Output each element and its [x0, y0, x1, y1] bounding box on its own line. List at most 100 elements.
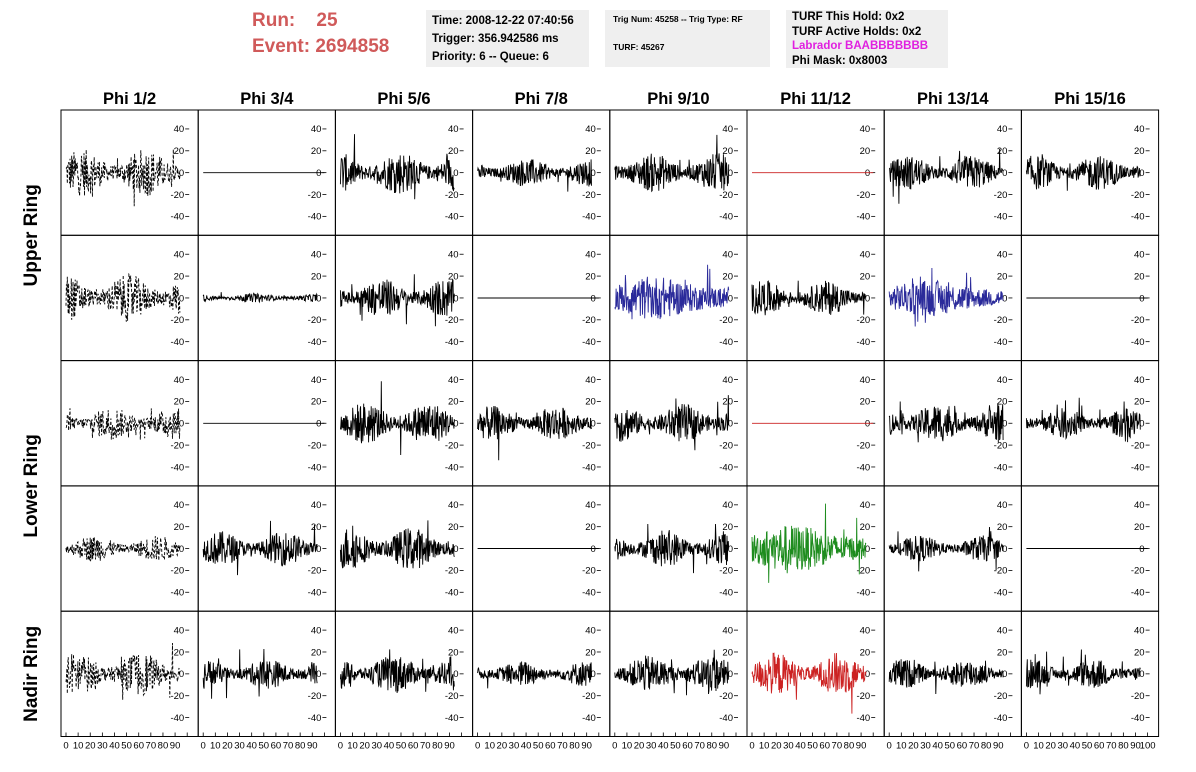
y-tick-label: 20 — [174, 522, 185, 533]
x-tick-label: 10 — [759, 741, 770, 752]
y-tick-label: 20 — [1134, 647, 1145, 658]
y-tick-label: 0 — [453, 293, 458, 304]
y-tick-label: 20 — [1134, 397, 1145, 408]
y-tick-label: -20 — [582, 566, 596, 577]
panel-r4-c6: -40 -20 0 20 40 — [746, 485, 885, 612]
y-tick-label: -40 — [170, 337, 184, 348]
y-tick-label: 0 — [316, 168, 321, 179]
y-tick-label: -40 — [170, 212, 184, 223]
x-tick-label: 50 — [1082, 741, 1093, 752]
time-line: Time: 2008-12-22 07:40:56 — [432, 15, 574, 27]
x-tick-label: 70 — [420, 741, 431, 752]
y-tick-label: 20 — [722, 146, 733, 157]
panel-r2-c4: -40 -20 0 20 40 — [472, 234, 611, 362]
waveform-trace — [65, 536, 181, 562]
y-tick-label: -40 — [1131, 337, 1145, 348]
y-tick-label: -40 — [856, 588, 870, 599]
y-tick-label: -20 — [170, 566, 184, 577]
panel-r1-c7: -40 -20 0 20 40 — [883, 109, 1022, 236]
column-title-4: Phi 7/8 — [515, 90, 568, 108]
x-tick-label: 90 — [1130, 741, 1141, 752]
panel-r3-c1: -40 -20 0 20 40 — [60, 360, 199, 487]
y-tick-label: 20 — [997, 397, 1008, 408]
y-tick-label: 40 — [997, 375, 1008, 386]
waveform-trace — [1025, 649, 1141, 695]
column-titles: Phi 1/2 Phi 3/4 Phi 5/6 Phi 7/8 Phi 9/10 Phi … — [103, 90, 1126, 108]
y-tick-label: 0 — [728, 168, 733, 179]
y-tick-label: 20 — [997, 647, 1008, 658]
waveform-trace — [477, 405, 592, 461]
panel-r5-c8: -40 -20 0 20 40 — [1020, 610, 1160, 738]
turf-active-line: TURF Active Holds: 0x2 — [792, 25, 922, 38]
x-tick-label: 80 — [706, 741, 717, 752]
x-tick-label: 0 — [612, 741, 617, 752]
y-tick-label: -20 — [719, 440, 733, 451]
y-tick-label: -20 — [856, 190, 870, 201]
turf-info-box: TURF This Hold: 0x2 TURF Active Holds: 0… — [786, 10, 948, 68]
waveform-trace — [888, 401, 1004, 443]
y-tick-label: -20 — [994, 315, 1008, 326]
trigger-line: Trigger: 356.942586 ms — [432, 33, 559, 45]
waveform-trace — [339, 381, 455, 456]
trig-num-line: Trig Num: 45258 -- Trig Type: RF — [613, 14, 743, 24]
y-tick-label: 20 — [585, 522, 596, 533]
y-tick-label: -20 — [445, 440, 459, 451]
y-tick-label: 0 — [179, 168, 184, 179]
y-tick-label: -40 — [582, 588, 596, 599]
y-tick-label: -20 — [719, 566, 733, 577]
y-tick-label: 0 — [316, 293, 321, 304]
bottom-x-axis: 0 10 20 30 40 50 60 70 80 90 0 10 20 30 40 50 60 70 80 90 0 1… — [63, 732, 1156, 752]
y-tick-label: 0 — [179, 419, 184, 430]
panel-r1-c8: -40 -20 0 20 40 — [1020, 109, 1160, 236]
y-tick-label: 40 — [997, 500, 1008, 511]
y-tick-label: 0 — [591, 544, 596, 555]
panel-r4-c2: -40 -20 0 20 40 — [197, 485, 336, 612]
y-tick-label: 0 — [453, 669, 458, 680]
y-tick-label: 20 — [722, 647, 733, 658]
y-tick-label: 0 — [591, 293, 596, 304]
y-tick-label: 0 — [1002, 669, 1007, 680]
y-tick-label: 0 — [453, 168, 458, 179]
y-tick-label: 20 — [174, 647, 185, 658]
y-tick-label: -20 — [445, 315, 459, 326]
column-title-1: Phi 1/2 — [103, 90, 156, 108]
x-tick-label: 80 — [569, 741, 580, 752]
x-tick-label: 0 — [201, 741, 206, 752]
y-tick-label: 20 — [585, 271, 596, 282]
x-tick-label: 90 — [856, 741, 867, 752]
y-tick-label: 20 — [1134, 146, 1145, 157]
y-tick-label: 20 — [860, 397, 871, 408]
waveform-trace — [1025, 397, 1141, 443]
y-tick-label: -40 — [719, 713, 733, 724]
panel-r4-c4: -40 -20 0 20 40 — [472, 485, 611, 612]
priority-line: Priority: 6 -- Queue: 6 — [432, 51, 549, 63]
x-tick-label: 70 — [832, 741, 843, 752]
y-tick-label: 0 — [179, 293, 184, 304]
y-tick-label: -40 — [582, 713, 596, 724]
y-tick-label: -20 — [445, 566, 459, 577]
y-tick-label: 20 — [722, 271, 733, 282]
y-tick-label: 0 — [1002, 293, 1007, 304]
x-tick-label: 0 — [1024, 741, 1029, 752]
y-tick-label: 40 — [1134, 375, 1145, 386]
y-tick-label: -40 — [582, 462, 596, 473]
y-tick-label: 40 — [448, 375, 459, 386]
panel-r2-c2: -40 -20 0 20 40 — [197, 234, 336, 362]
y-tick-label: -20 — [308, 190, 322, 201]
x-tick-label: 40 — [109, 741, 120, 752]
x-tick-label: 0 — [749, 741, 754, 752]
waveform-trace — [477, 159, 592, 192]
turf-line: TURF: 45267 — [613, 42, 665, 52]
y-tick-label: 0 — [1139, 419, 1144, 430]
run-label: Run: — [252, 10, 296, 31]
y-tick-label: -40 — [719, 588, 733, 599]
y-tick-label: -40 — [856, 462, 870, 473]
panel-r1-c6: -40 -20 0 20 40 — [746, 109, 885, 236]
y-tick-label: -40 — [856, 212, 870, 223]
y-tick-label: -20 — [856, 566, 870, 577]
labrador-line: Labrador BAABBBBBBB — [792, 40, 929, 52]
y-tick-label: 0 — [1139, 544, 1144, 555]
panel-r3-c6: -40 -20 0 20 40 — [746, 360, 885, 487]
panel-r3-c5: -40 -20 0 20 40 — [609, 360, 748, 487]
